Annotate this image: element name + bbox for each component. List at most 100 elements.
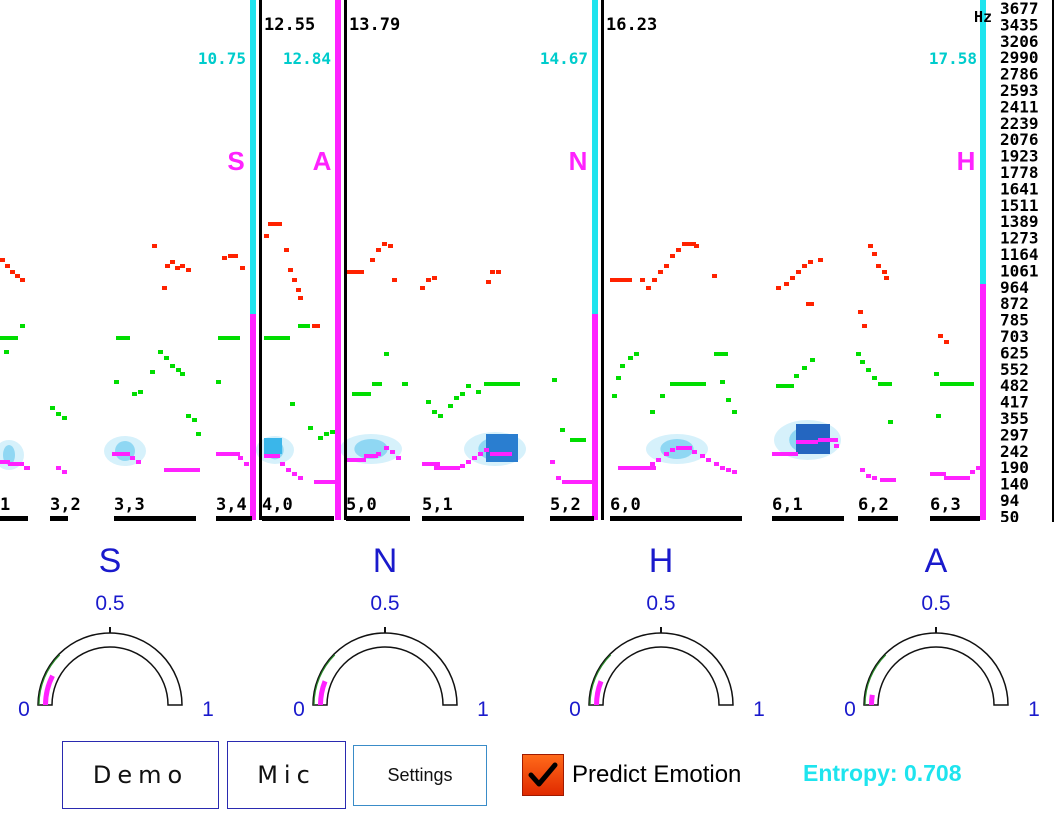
- gauge-track: [37, 632, 183, 706]
- syllable-bar: [346, 516, 410, 521]
- magenta-bar: [980, 284, 986, 520]
- pitch-dot: [562, 480, 592, 484]
- formant-dot-green: [460, 392, 465, 396]
- energy-blob: [264, 438, 282, 454]
- settings-button[interactable]: Settings: [353, 745, 487, 806]
- syllable-label: 6,1: [772, 495, 803, 515]
- formant-dot-green: [426, 400, 431, 404]
- magenta-bar: [250, 314, 256, 520]
- boundary-line: [601, 0, 604, 520]
- syllable-bar: [610, 516, 742, 521]
- cyan-time-label: 14.67: [540, 49, 588, 68]
- pitch-dot: [700, 454, 705, 458]
- pitch-dot: [772, 452, 798, 456]
- pitch-dot: [720, 466, 725, 470]
- freq-tick: 94: [1000, 491, 1019, 510]
- freq-tick: 2990: [1000, 48, 1039, 67]
- formant-dot-red: [376, 248, 381, 252]
- pitch-dot: [834, 444, 839, 448]
- pitch-dot: [384, 446, 389, 450]
- pitch-dot: [376, 452, 381, 456]
- formant-dot-green: [180, 372, 185, 376]
- formant-dot-red: [806, 302, 814, 306]
- syllable-label: 3,3: [114, 495, 145, 515]
- formant-dot-red: [944, 340, 949, 344]
- pitch-dot: [8, 462, 24, 466]
- gauge-title: S: [99, 542, 122, 580]
- freq-tick: 297: [1000, 425, 1029, 444]
- pitch-dot: [164, 468, 200, 472]
- freq-tick: 355: [1000, 409, 1029, 428]
- formant-dot-red: [796, 270, 801, 274]
- freq-tick: 703: [1000, 327, 1029, 346]
- formant-dot-green: [116, 336, 130, 340]
- formant-dot-red: [370, 258, 375, 262]
- freq-tick: 482: [1000, 376, 1029, 395]
- formant-dot-green: [732, 410, 737, 414]
- formant-dot-red: [284, 248, 289, 252]
- gauge-n: N 0.5 0 1: [275, 540, 525, 725]
- formant-dot-red: [228, 254, 233, 258]
- boundary-line: [259, 0, 262, 520]
- freq-tick: 552: [1000, 360, 1029, 379]
- freq-tick: 1778: [1000, 163, 1039, 182]
- formant-dot-red: [776, 286, 781, 290]
- formant-dot-green: [132, 392, 137, 396]
- formant-dot-green: [318, 436, 323, 440]
- formant-dot-red: [784, 282, 789, 286]
- mic-button[interactable]: Mic: [227, 741, 346, 809]
- formant-dot-red: [264, 234, 269, 238]
- pitch-dot: [56, 466, 61, 470]
- pitch-dot: [346, 458, 366, 462]
- pitch-dot: [422, 462, 440, 466]
- freq-tick: 1061: [1000, 261, 1039, 280]
- pitch-dot: [550, 460, 555, 464]
- formant-dot-green: [56, 412, 61, 416]
- syllable-bar: [858, 516, 898, 521]
- formant-dot-green: [150, 370, 155, 374]
- formant-dot-red: [180, 264, 185, 268]
- formant-dot-red: [872, 252, 877, 256]
- formant-dot-red: [496, 270, 501, 274]
- pitch-dot: [390, 450, 395, 454]
- gauge-value-fill: [594, 680, 604, 705]
- freq-tick: 3435: [1000, 15, 1039, 34]
- pitch-dot: [0, 460, 10, 464]
- segment-boundaries: [0, 0, 1054, 522]
- formant-dot-red: [432, 276, 437, 280]
- pitch-dot: [112, 452, 130, 456]
- pitch-dot: [466, 460, 471, 464]
- formant-dot-red: [186, 268, 191, 272]
- formant-dot-red: [388, 244, 393, 248]
- formant-dot-red: [298, 296, 303, 300]
- formant-dot-red: [240, 266, 245, 270]
- formant-dot-red: [682, 242, 696, 246]
- freq-tick: 190: [1000, 458, 1029, 477]
- gauge-mid-label: 0.5: [921, 592, 950, 615]
- formant-dot-green: [298, 324, 310, 328]
- freq-tick: 964: [1000, 278, 1029, 297]
- freq-tick: 1273: [1000, 229, 1039, 248]
- cyan-bar: [250, 0, 256, 314]
- predict-emotion-toggle[interactable]: Predict Emotion: [522, 754, 741, 796]
- formant-dot-red: [222, 256, 227, 260]
- predict-emotion-checkbox[interactable]: [522, 754, 564, 796]
- formant-dot-red: [152, 244, 157, 248]
- freq-tick: 50: [1000, 507, 1019, 522]
- formant-dot-green: [940, 382, 974, 386]
- pitch-dot: [618, 466, 656, 470]
- formant-dot-red: [676, 248, 681, 252]
- formant-dot-green: [384, 352, 389, 356]
- syllable-label: 3,2: [50, 495, 81, 515]
- spectrogram-labels: 12.55 13.79 16.23 10.75 12.84 14.67 17.58 S A N H 1…: [0, 15, 977, 515]
- formant-dot-red: [346, 270, 364, 274]
- formant-dot-green: [192, 418, 197, 422]
- spectrogram-panel[interactable]: 12.55 13.79 16.23 10.75 12.84 14.67 17.58 S A N H 1…: [0, 0, 1056, 522]
- gauge-a: A 0.5 0 1: [826, 540, 1056, 725]
- formant-dot-green: [62, 416, 67, 420]
- formant-dot-red: [233, 254, 238, 258]
- formant-dot-red: [862, 324, 867, 328]
- formant-dot-green: [620, 364, 625, 368]
- demo-button[interactable]: Demo: [62, 741, 219, 809]
- pitch-dot: [244, 462, 249, 466]
